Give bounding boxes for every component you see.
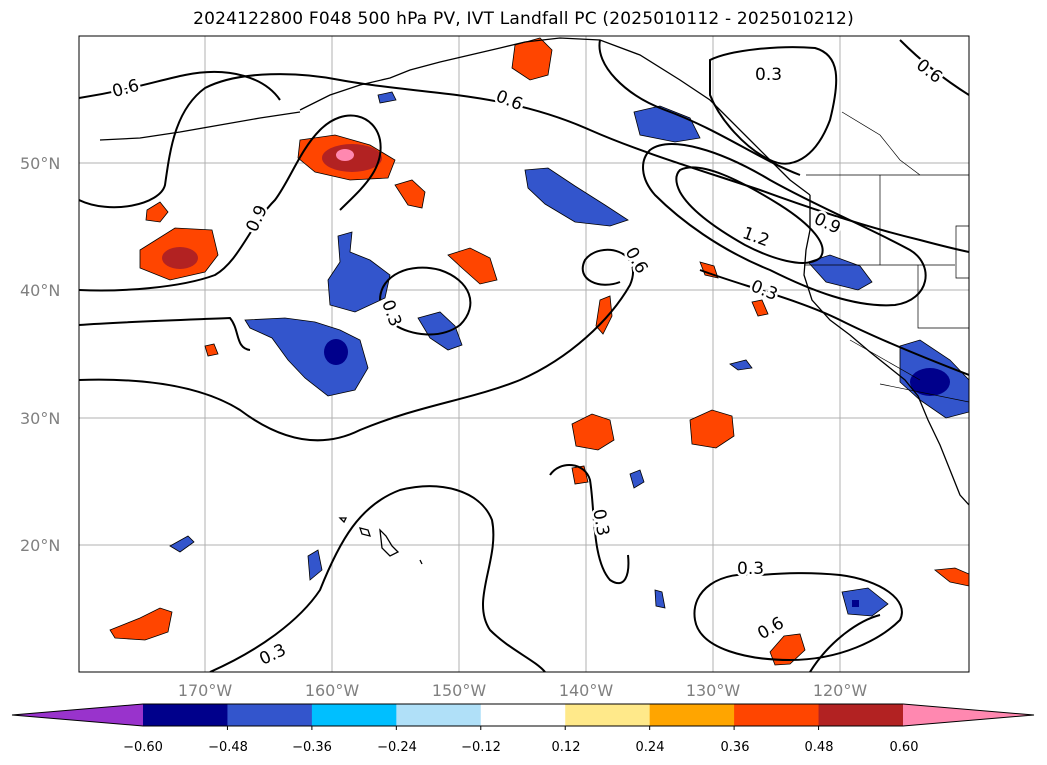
contour-label: 0.3: [737, 559, 764, 579]
lon-label: 120°W: [813, 681, 868, 700]
colorbar-segment: [311, 704, 397, 726]
gridlines: [79, 36, 969, 672]
contour-label: 0.3: [748, 276, 781, 305]
lon-label: 130°W: [686, 681, 741, 700]
positive-anomaly: [769, 633, 806, 666]
positive-anomaly: [394, 179, 426, 209]
contour-label: 0.3: [755, 65, 782, 85]
colorbar-tick-label: 0.60: [890, 740, 919, 755]
lat-label: 20°N: [20, 536, 60, 555]
colorbar-segment: [227, 704, 313, 726]
colorbar-segment: [396, 704, 482, 726]
colorbar-tick-label: 0.48: [805, 740, 834, 755]
colorbar-segment: [649, 704, 735, 726]
colorbar-labels: −0.60 −0.48 −0.36 −0.24 −0.12 0.12 0.24 …: [123, 740, 918, 755]
positive-anomaly: [336, 149, 354, 161]
colorbar-segment: [565, 704, 651, 726]
negative-anomaly: [629, 469, 645, 489]
positive-anomaly: [162, 247, 198, 269]
lon-label: 140°W: [559, 681, 614, 700]
positive-anomaly: [571, 413, 615, 451]
ivt-shading: [109, 37, 969, 666]
colorbar-tick-label: 0.36: [721, 740, 750, 755]
latitude-labels: 50°N 40°N 30°N 20°N: [20, 154, 60, 555]
lon-label: 160°W: [305, 681, 360, 700]
negative-anomaly: [524, 167, 629, 227]
negative-anomaly: [417, 311, 463, 351]
contour-label: 1.2: [740, 223, 772, 251]
contour-label: 0.6: [912, 55, 946, 87]
negative-anomaly: [807, 254, 873, 291]
positive-anomaly: [511, 37, 553, 81]
negative-anomaly: [377, 91, 397, 104]
negative-anomaly: [852, 600, 859, 607]
colorbar-segment: [734, 704, 820, 726]
state-borders: [804, 111, 969, 403]
colorbar-tick-label: −0.60: [123, 740, 163, 755]
lat-label: 40°N: [20, 281, 60, 300]
colorbar-segment: [818, 704, 904, 726]
colorbar-tick-label: −0.48: [208, 740, 248, 755]
colorbar-tick-label: −0.12: [461, 740, 501, 755]
contour-label: 0.3: [377, 297, 405, 329]
negative-anomaly: [654, 589, 666, 609]
positive-anomaly: [751, 299, 769, 317]
negative-anomaly: [633, 105, 701, 143]
negative-anomaly: [244, 317, 369, 397]
map-frame: [78, 35, 970, 673]
coastlines: [99, 37, 969, 565]
colorbar-tick-label: 0.24: [636, 740, 665, 755]
positive-anomaly: [109, 607, 173, 641]
colorbar-extension-low: [12, 704, 143, 726]
positive-anomaly: [933, 567, 969, 587]
positive-anomaly: [145, 201, 169, 223]
negative-anomaly: [910, 368, 950, 396]
lat-label: 30°N: [20, 409, 60, 428]
positive-anomaly: [447, 247, 498, 285]
positive-anomaly: [204, 343, 219, 357]
lon-label: 150°W: [432, 681, 487, 700]
lat-label: 50°N: [20, 154, 60, 173]
contour-label: 0.6: [621, 244, 652, 277]
colorbar-tick-label: −0.24: [377, 740, 417, 755]
negative-anomaly: [729, 359, 753, 371]
contour-label: 0.3: [588, 508, 612, 538]
colorbar-outline: [11, 703, 1035, 727]
negative-anomaly: [327, 231, 391, 313]
colorbar-segment: [480, 704, 566, 726]
colorbar-tick-label: 0.12: [552, 740, 581, 755]
contour-label: 0.6: [493, 86, 526, 115]
negative-anomaly: [307, 549, 323, 581]
negative-anomaly: [169, 535, 195, 553]
positive-anomaly: [689, 409, 735, 449]
colorbar-segment: [143, 704, 228, 726]
lon-label: 170°W: [178, 681, 233, 700]
map-title: 2024122800 F048 500 hPa PV, IVT Landfall…: [193, 9, 854, 29]
colorbar: [11, 703, 1035, 730]
negative-anomaly: [841, 587, 889, 617]
contour-labels: 0.6 0.6 0.3 0.6 0.9 0.3 0.6 1.2 0.9 0.3 …: [108, 53, 949, 672]
pv-contours: [79, 39, 969, 672]
longitude-labels: 170°W 160°W 150°W 140°W 130°W 120°W: [178, 681, 868, 700]
colorbar-extension-high: [903, 704, 1034, 726]
negative-anomaly: [324, 339, 348, 365]
colorbar-tick-label: −0.36: [292, 740, 332, 755]
contour-label: 0.6: [110, 76, 141, 102]
